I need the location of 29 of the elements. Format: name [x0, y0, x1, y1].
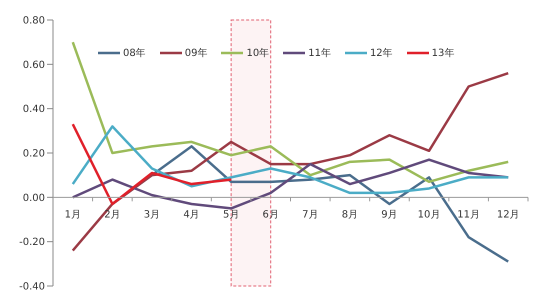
y-tick-label: 0.60: [22, 60, 45, 71]
x-tick-label: 5月: [222, 209, 240, 220]
legend-label: 10年: [246, 47, 270, 60]
x-tick-label: 9月: [381, 209, 398, 220]
legend-label: 09年: [184, 47, 208, 60]
line-series: [72, 125, 510, 194]
x-tick-label: 12月: [496, 209, 520, 220]
x-tick-label: 10月: [418, 209, 440, 220]
y-tick-label: 0.00: [22, 192, 45, 204]
y-tick-label: 0.40: [22, 104, 45, 116]
x-tick-label: 3月: [144, 209, 160, 220]
legend-label: 12年: [370, 47, 393, 60]
legend-label: 11年: [308, 47, 331, 60]
x-tick-label: 1月: [64, 209, 81, 220]
legend-label: 13年: [432, 47, 454, 60]
x-tick-label: 4月: [183, 209, 200, 220]
y-tick-label: 0.20: [22, 148, 45, 160]
legend-label: 08年: [123, 47, 146, 60]
x-tick-label: 11月: [457, 209, 480, 220]
line-series: [72, 158, 510, 210]
x-tick-label: 6月: [262, 209, 279, 220]
y-tick-label: -0.40: [19, 282, 45, 293]
y-tick-label: 0.80: [22, 16, 45, 27]
x-tick-label: 7月: [302, 209, 318, 220]
line-series: [72, 122, 232, 206]
line-series: [72, 40, 510, 184]
x-tick-label: 8月: [342, 209, 358, 220]
y-tick-label: -0.20: [19, 237, 45, 248]
x-tick-label: 2月: [104, 209, 121, 220]
